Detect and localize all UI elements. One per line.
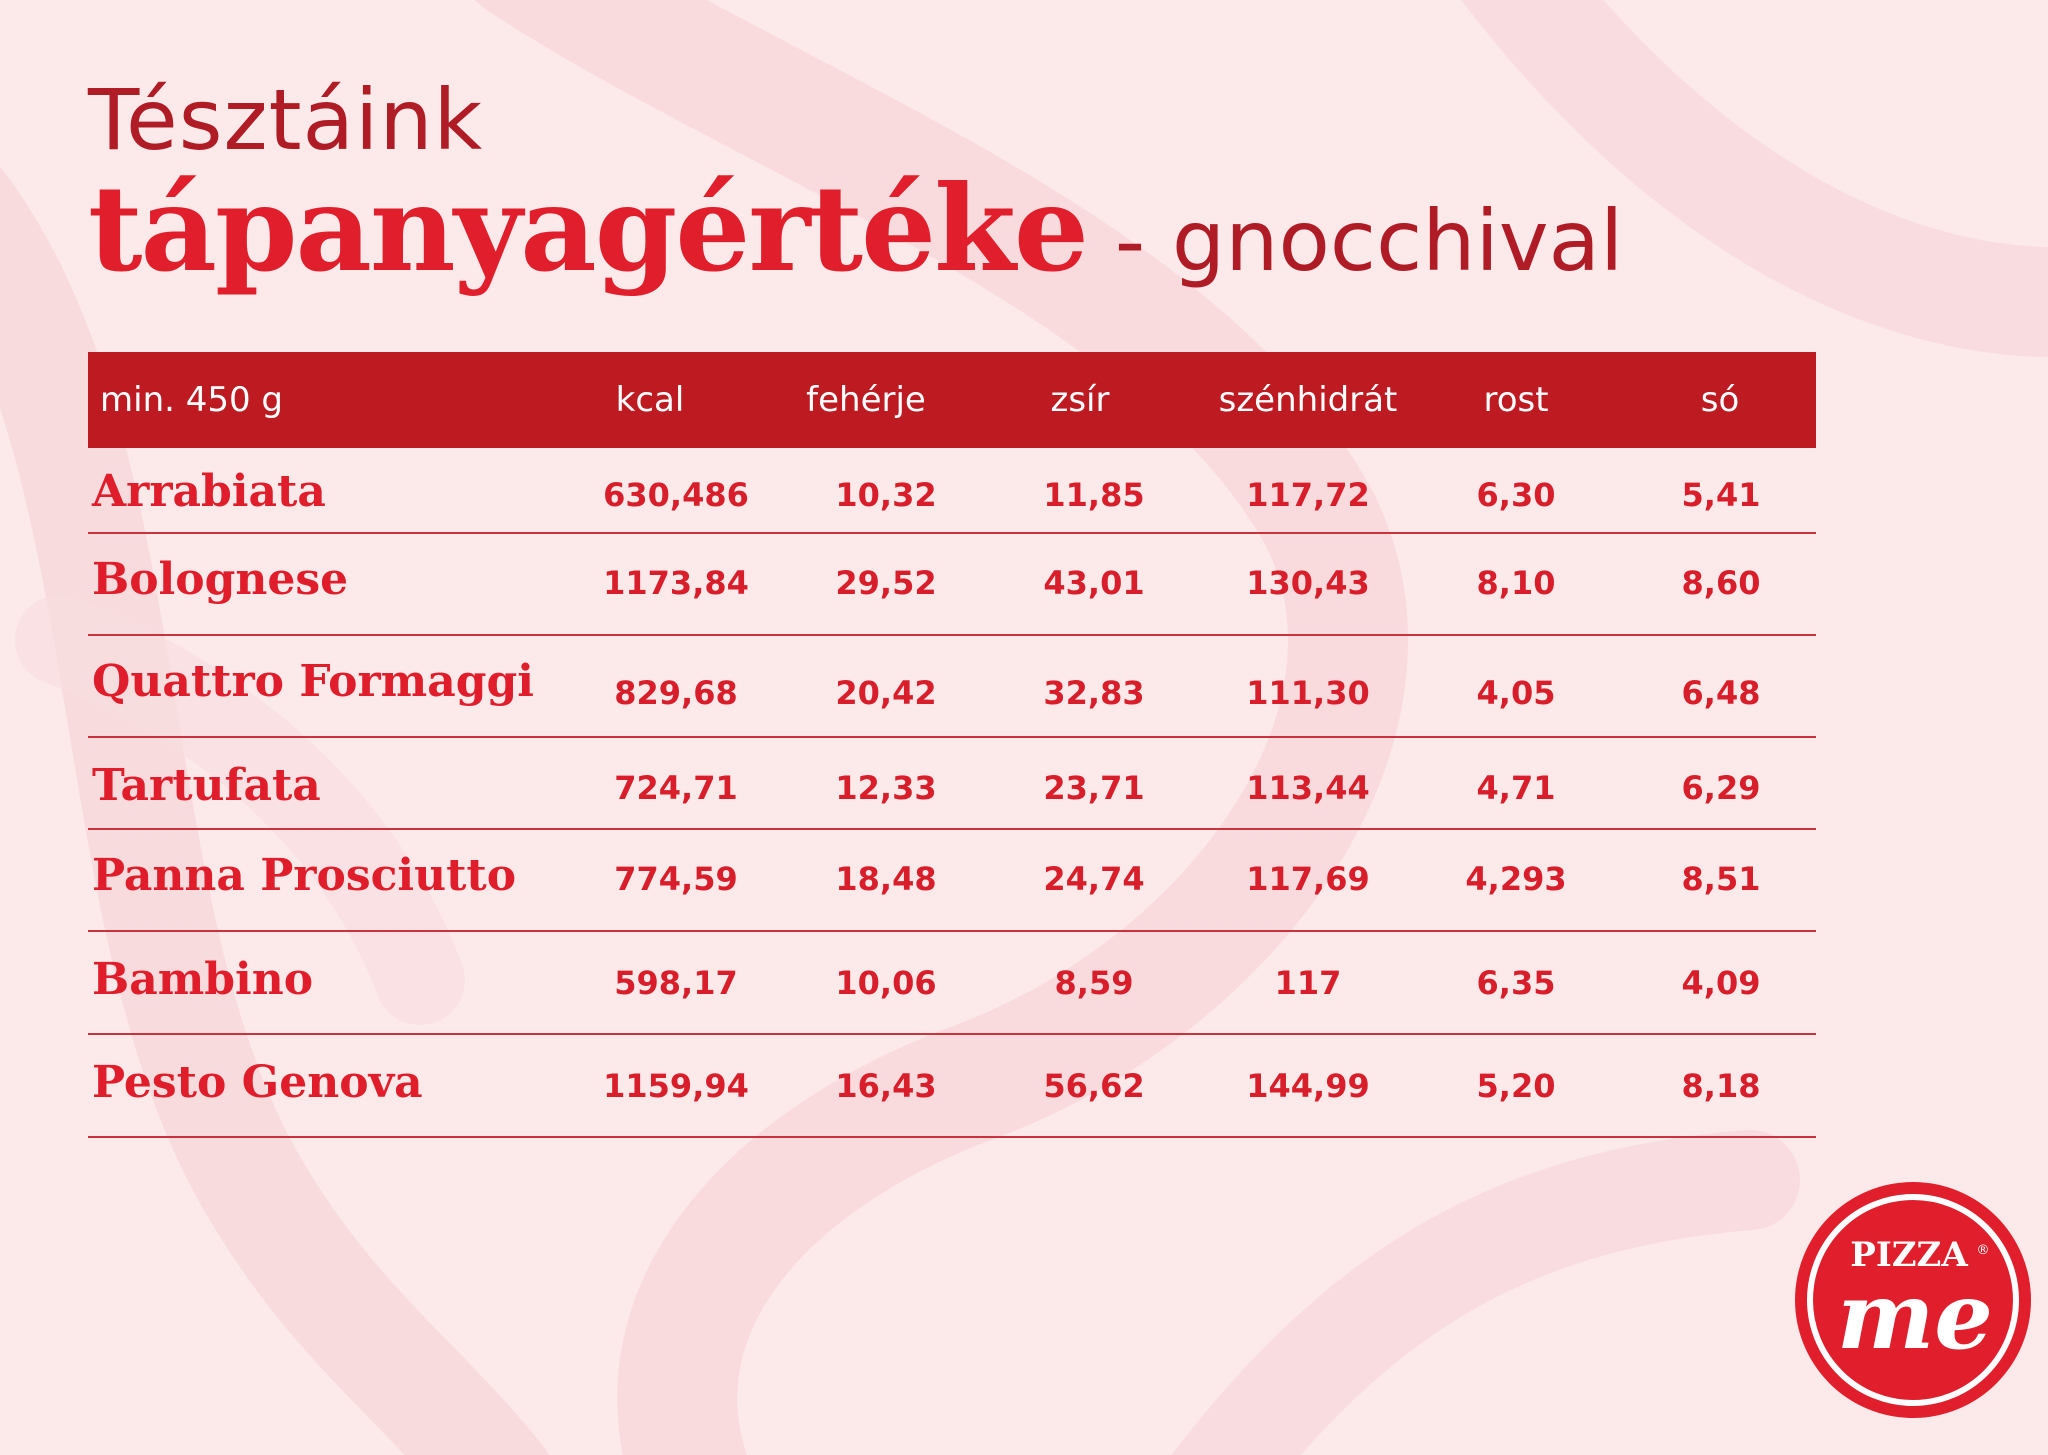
row-fiber: 6,30: [1476, 476, 1556, 514]
row-salt: 8,51: [1681, 860, 1761, 898]
row-carbs: 111,30: [1246, 674, 1370, 712]
row-fat: 56,62: [1043, 1067, 1145, 1105]
row-kcal: 829,68: [614, 674, 738, 712]
column-header-fiber: rost: [1483, 380, 1549, 420]
row-protein: 12,33: [835, 769, 937, 807]
column-header-protein: fehérje: [806, 380, 926, 420]
row-carbs: 113,44: [1246, 769, 1370, 807]
row-salt: 8,60: [1681, 564, 1761, 602]
row-fiber: 8,10: [1476, 564, 1556, 602]
table-header-row: min. 450 g kcal fehérje zsír szénhidrát …: [88, 352, 1816, 448]
column-header-fat: zsír: [1050, 380, 1110, 420]
page-title-block: Tésztáink tápanyagértéke - gnocchival: [88, 78, 1623, 288]
row-carbs: 144,99: [1246, 1067, 1370, 1105]
row-dish-name: Pesto Genova: [92, 1057, 423, 1108]
page-title-bold: tápanyagértéke: [88, 159, 1089, 298]
nutrition-table: min. 450 g kcal fehérje zsír szénhidrát …: [88, 352, 1816, 1138]
page-subtitle: - gnocchival: [1114, 192, 1624, 290]
row-fiber: 4,71: [1476, 769, 1556, 807]
table-row: Quattro Formaggi 829,68 20,42 32,83 111,…: [88, 636, 1816, 738]
table-row: Arrabiata 630,486 10,32 11,85 117,72 6,3…: [88, 448, 1816, 534]
row-salt: 6,48: [1681, 674, 1761, 712]
row-protein: 18,48: [835, 860, 937, 898]
row-dish-name: Tartufata: [92, 760, 321, 811]
row-fiber: 6,35: [1476, 964, 1556, 1002]
row-salt: 6,29: [1681, 769, 1761, 807]
column-header-salt: só: [1700, 380, 1740, 420]
row-dish-name: Bolognese: [92, 554, 349, 605]
logo-brand-text: PIZZA: [1850, 1235, 1968, 1275]
row-dish-name: Quattro Formaggi: [92, 656, 534, 707]
page-title-line2: tápanyagértéke - gnocchival: [88, 170, 1623, 288]
row-protein: 10,32: [835, 476, 937, 514]
row-salt: 8,18: [1681, 1067, 1761, 1105]
table-row: Pesto Genova 1159,94 16,43 56,62 144,99 …: [88, 1035, 1816, 1138]
row-kcal: 630,486: [603, 476, 749, 514]
row-fiber: 5,20: [1476, 1067, 1556, 1105]
row-protein: 16,43: [835, 1067, 937, 1105]
row-kcal: 724,71: [614, 769, 738, 807]
row-carbs: 130,43: [1246, 564, 1370, 602]
row-kcal: 774,59: [614, 860, 738, 898]
row-carbs: 117,72: [1246, 476, 1370, 514]
row-carbs: 117: [1274, 964, 1342, 1002]
row-dish-name: Arrabiata: [92, 466, 326, 517]
column-header-kcal: kcal: [615, 380, 685, 420]
row-protein: 29,52: [835, 564, 937, 602]
row-salt: 5,41: [1681, 476, 1761, 514]
row-carbs: 117,69: [1246, 860, 1370, 898]
row-protein: 10,06: [835, 964, 937, 1002]
row-fiber: 4,05: [1476, 674, 1556, 712]
row-fat: 32,83: [1043, 674, 1145, 712]
row-fat: 23,71: [1043, 769, 1145, 807]
column-header-carbs: szénhidrát: [1218, 380, 1398, 420]
logo-script-text: me: [1837, 1262, 1993, 1370]
row-fat: 24,74: [1043, 860, 1145, 898]
row-fiber: 4,293: [1465, 860, 1567, 898]
row-kcal: 1173,84: [603, 564, 749, 602]
table-row: Tartufata 724,71 12,33 23,71 113,44 4,71…: [88, 738, 1816, 830]
row-fat: 8,59: [1054, 964, 1134, 1002]
row-kcal: 1159,94: [603, 1067, 749, 1105]
pizzame-logo: PIZZA ® me: [1795, 1182, 2031, 1418]
table-row: Bambino 598,17 10,06 8,59 117 6,35 4,09: [88, 932, 1816, 1035]
table-row: Bolognese 1173,84 29,52 43,01 130,43 8,1…: [88, 534, 1816, 636]
row-protein: 20,42: [835, 674, 937, 712]
column-header-portion: min. 450 g: [100, 380, 284, 420]
row-fat: 43,01: [1043, 564, 1145, 602]
row-dish-name: Bambino: [92, 954, 314, 1005]
row-dish-name: Panna Prosciutto: [92, 850, 517, 901]
logo-registered-mark: ®: [1977, 1243, 1990, 1258]
row-salt: 4,09: [1681, 964, 1761, 1002]
page-title-line1: Tésztáink: [88, 71, 484, 169]
table-row: Panna Prosciutto 774,59 18,48 24,74 117,…: [88, 830, 1816, 932]
row-kcal: 598,17: [614, 964, 738, 1002]
row-fat: 11,85: [1043, 476, 1145, 514]
